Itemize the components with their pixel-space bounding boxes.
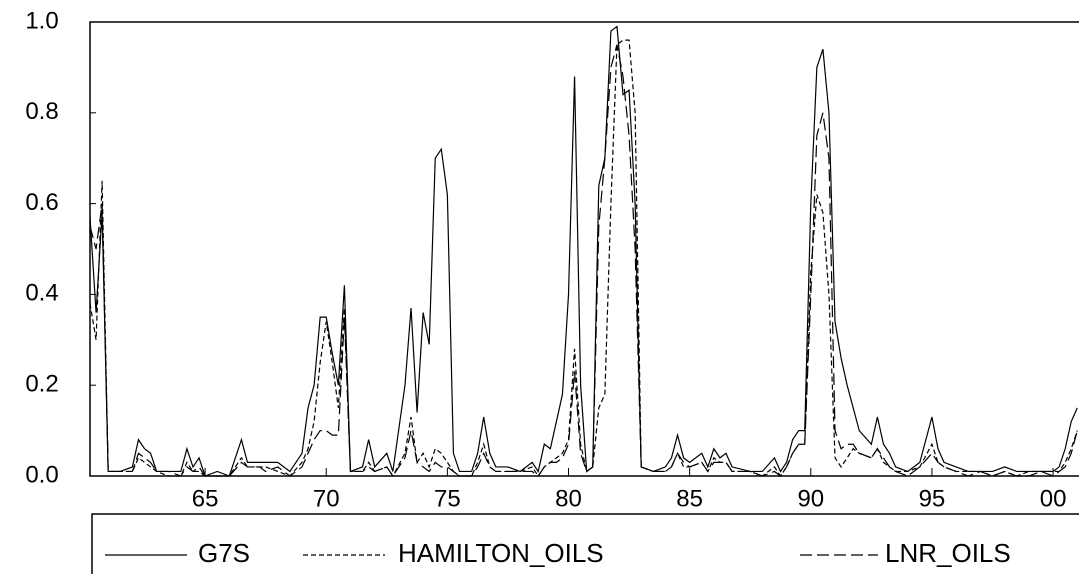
- x-tick-label: 90: [797, 485, 824, 512]
- y-tick-label: 0.0: [25, 461, 58, 488]
- x-tick-label: 75: [434, 485, 461, 512]
- x-tick-label: 95: [919, 485, 946, 512]
- x-tick-label: 70: [313, 485, 340, 512]
- y-tick-label: 0.6: [25, 189, 58, 216]
- x-tick-label: 00: [1040, 485, 1067, 512]
- plot-frame: [89, 21, 1079, 477]
- y-tick-label: 1.0: [25, 7, 58, 34]
- x-tick-label: 65: [192, 485, 219, 512]
- series-line: [89, 25, 1078, 477]
- y-tick-label: 0.2: [25, 371, 58, 398]
- legend-label: LNR_OILS: [885, 538, 1011, 568]
- y-tick-label: 0.4: [25, 280, 58, 307]
- legend-label: HAMILTON_OILS: [398, 538, 604, 568]
- legend-box: [91, 513, 1079, 574]
- series-line: [89, 39, 1078, 478]
- y-tick-label: 0.8: [25, 98, 58, 125]
- x-tick-label: 85: [676, 485, 703, 512]
- series-line: [89, 44, 1078, 478]
- x-tick-label: 80: [555, 485, 582, 512]
- legend-label: G7S: [198, 538, 250, 568]
